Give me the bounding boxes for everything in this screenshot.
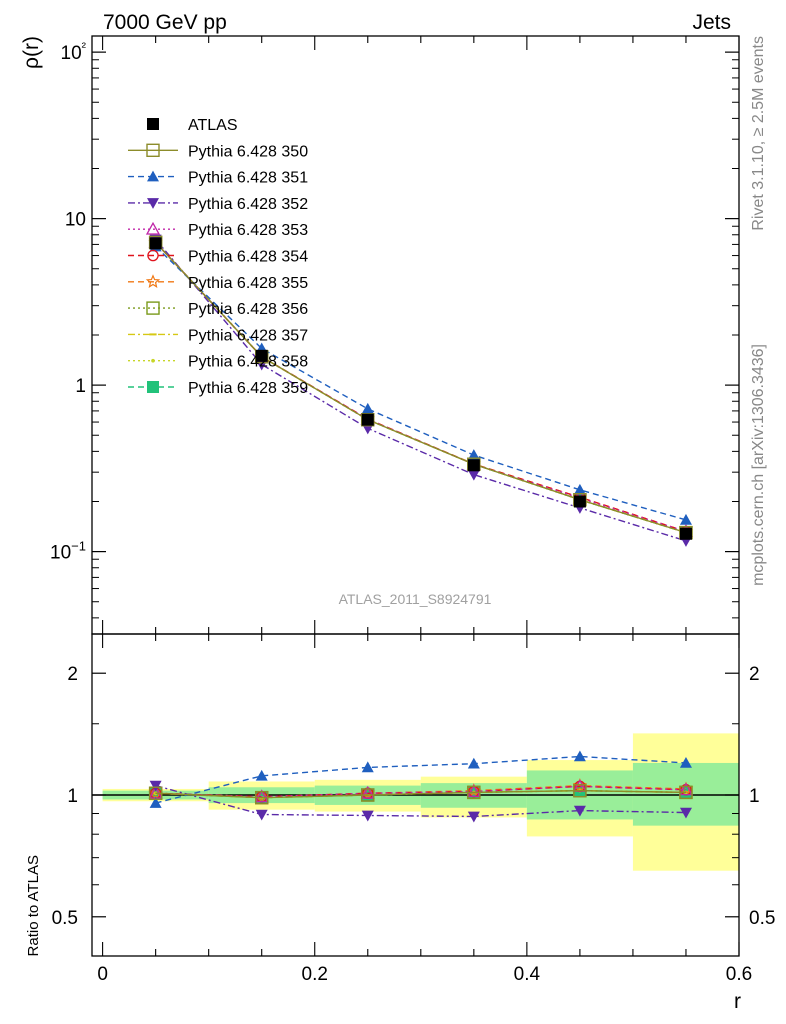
ratio-data-point xyxy=(149,797,162,808)
ratio-data-point xyxy=(149,780,162,792)
data-point xyxy=(361,402,374,414)
x-tick-label: 0.6 xyxy=(726,964,752,985)
header-right-label: Jets xyxy=(692,11,731,34)
legend-entry-label: Pythia 6.428 357 xyxy=(188,327,308,344)
data-point xyxy=(467,449,480,460)
main-y-tick-label: 10² xyxy=(61,39,87,64)
ratio-data-point xyxy=(361,761,374,773)
legend-marker xyxy=(147,118,159,130)
main-panel: 10−1 1 10 10² ATLAS_2011_S8924791 ρ(r) ATLA… xyxy=(20,35,740,635)
ratio-y-tick-label-right: 2 xyxy=(749,664,760,685)
ratio-data-point xyxy=(361,788,375,802)
series-line xyxy=(155,241,687,534)
ratio-data-point xyxy=(678,782,694,796)
legend-marker xyxy=(146,143,160,158)
data-point xyxy=(679,527,692,540)
header-left-label: 7000 GeV pp xyxy=(103,11,227,34)
ratio-y-tick-label: 0.5 xyxy=(52,908,78,929)
series-line xyxy=(155,241,687,533)
ratio-data-point xyxy=(148,786,163,800)
main-y-axis-label: ρ(r) xyxy=(20,36,43,69)
ratio-data-point xyxy=(573,805,586,817)
ratio-series-line xyxy=(155,785,686,798)
main-y-tick-label: 10−1 xyxy=(50,539,86,564)
series-line xyxy=(155,238,687,542)
series-line xyxy=(155,246,687,521)
legend-entry-label: Pythia 6.428 350 xyxy=(188,143,308,160)
legend-entry-label: Pythia 6.428 351 xyxy=(188,170,308,187)
data-point xyxy=(679,513,692,525)
legend-entry-label: Pythia 6.428 358 xyxy=(188,354,308,371)
x-tick-label: 0.4 xyxy=(514,964,541,985)
data-point xyxy=(467,469,480,481)
legend-entry-label: Pythia 6.428 359 xyxy=(188,380,308,397)
ratio-panel: 0.5 0.5 1 1 2 2 0 0.2 0.4 0.6 Ratio to ATLAS r xyxy=(25,633,775,1013)
legend-marker xyxy=(151,358,155,363)
ratio-data-point xyxy=(679,807,692,819)
legend-entry-label: Pythia 6.428 354 xyxy=(188,249,308,266)
legend-entry-label: ATLAS xyxy=(188,117,238,134)
data-point xyxy=(573,483,586,495)
legend-entry-label: Pythia 6.428 355 xyxy=(188,275,308,292)
ratio-y-tick-label: 1 xyxy=(67,786,78,807)
ratio-data-point xyxy=(467,785,481,800)
ratio-series-line xyxy=(155,755,687,804)
legend-marker xyxy=(146,301,160,315)
ratio-data-point xyxy=(255,809,268,821)
x-tick-label: 0 xyxy=(97,964,108,985)
ratio-data-point xyxy=(679,785,693,800)
ratio-data-point xyxy=(679,756,692,768)
watermark-label: ATLAS_2011_S8924791 xyxy=(339,591,492,607)
legend-marker xyxy=(145,274,161,288)
main-y-tick-label: 1 xyxy=(75,376,86,397)
legend-marker xyxy=(147,381,159,393)
ratio-y-tick-label: 2 xyxy=(67,664,78,685)
data-point xyxy=(467,459,480,472)
ratio-data-point xyxy=(467,811,480,823)
legend-marker xyxy=(147,249,159,262)
ratio-data-point xyxy=(573,783,587,798)
ratio-data-point xyxy=(573,750,586,762)
legend-entry-label: Pythia 6.428 353 xyxy=(188,222,308,239)
ratio-y-axis-label: Ratio to ATLAS xyxy=(25,855,42,956)
ratio-data-point xyxy=(254,789,269,803)
ratio-data-point xyxy=(467,757,480,769)
ratio-data-point xyxy=(360,785,375,799)
data-point xyxy=(361,413,374,426)
legend-marker xyxy=(147,170,159,182)
mcplots-label: mcplots.cern.ch [arXiv:1306.3436] xyxy=(750,344,767,586)
ratio-y-tick-label-right: 1 xyxy=(749,786,760,807)
legend-entry-label: Pythia 6.428 356 xyxy=(188,301,308,318)
main-y-tick-label: 10 xyxy=(65,210,86,231)
legend: ATLAS Pythia 6.428 350 Pythia 6.428 351 Pyt… xyxy=(128,117,308,397)
rivet-label: Rivet 3.1.10, ≥ 2.5M events xyxy=(750,36,767,231)
x-axis-label: r xyxy=(734,990,741,1013)
ratio-data-point xyxy=(255,769,268,781)
ratio-data-point xyxy=(255,790,269,805)
legend-marker xyxy=(147,198,159,209)
data-point xyxy=(149,237,162,250)
ratio-series-line xyxy=(155,789,686,799)
ratio-data-point xyxy=(361,810,374,822)
data-point xyxy=(255,349,268,362)
ratio-y-tick-label-right: 0.5 xyxy=(749,908,775,929)
legend-marker xyxy=(145,221,161,235)
ratio-data-point xyxy=(466,784,481,797)
ratio-series-line xyxy=(155,784,686,818)
data-point xyxy=(573,495,586,508)
legend-entry-label: Pythia 6.428 352 xyxy=(188,196,308,213)
x-tick-label: 0.2 xyxy=(302,964,328,985)
